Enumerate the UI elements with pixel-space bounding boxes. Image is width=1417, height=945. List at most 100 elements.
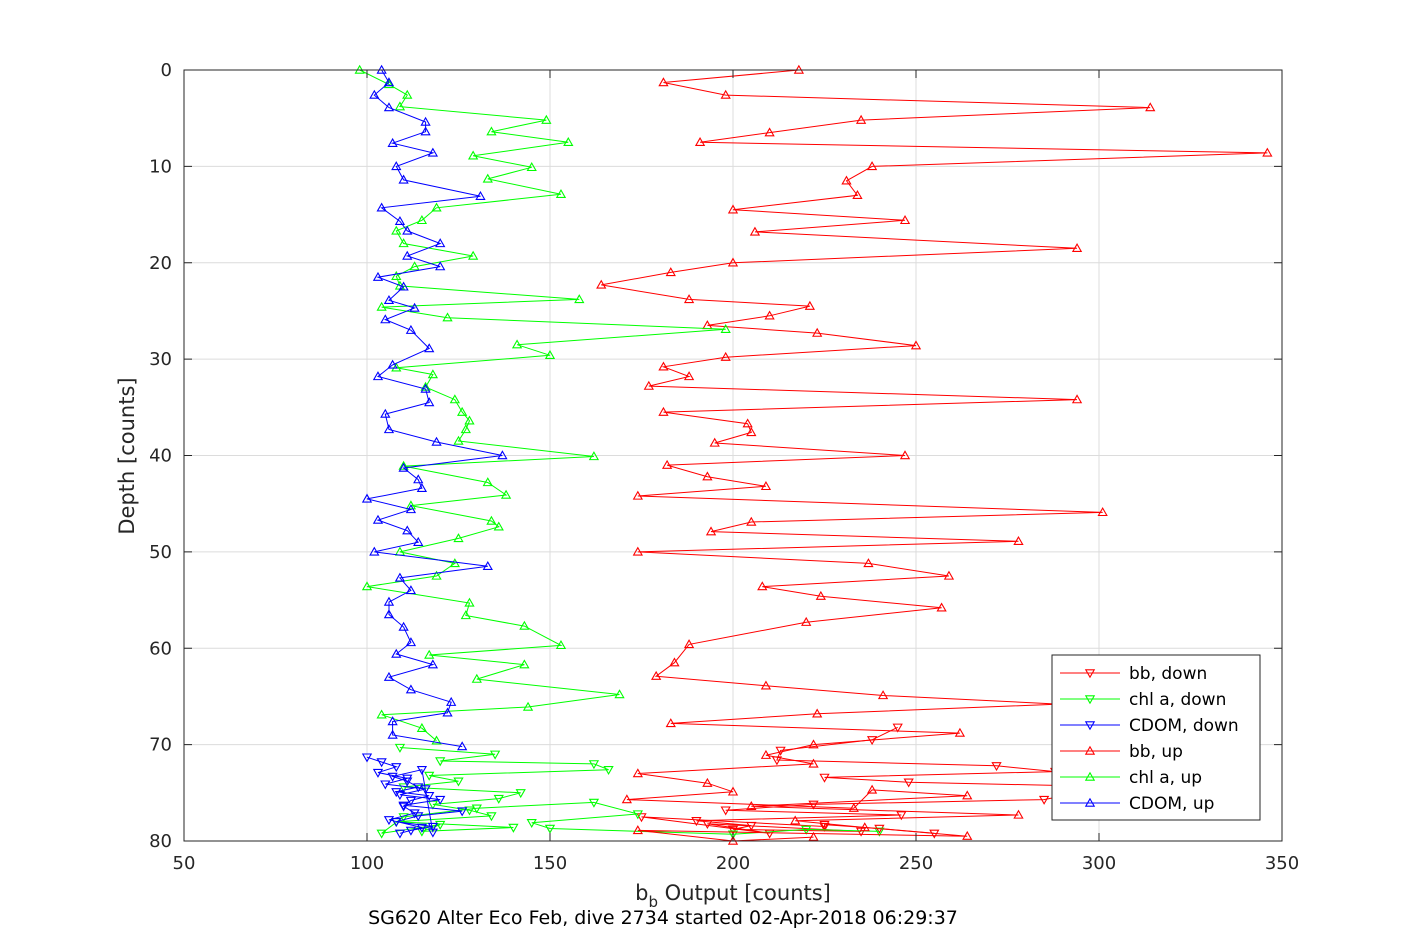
data-point-chl-a-up bbox=[574, 294, 585, 304]
data-point-chl-a-up bbox=[471, 673, 482, 683]
data-point-chl-a-down bbox=[874, 827, 885, 837]
data-point-bb-up bbox=[1145, 102, 1156, 112]
data-point-cdom-up bbox=[372, 514, 384, 524]
legend-swatch-marker bbox=[1084, 721, 1096, 731]
data-point-chl-a-down bbox=[493, 794, 504, 804]
data-point-chl-a-up bbox=[442, 312, 453, 322]
data-point-cdom-down bbox=[394, 791, 406, 801]
data-point-bb-up bbox=[764, 127, 775, 137]
series-layer bbox=[354, 64, 1273, 845]
data-point-cdom-up bbox=[387, 716, 398, 726]
data-point-cdom-up bbox=[402, 525, 413, 535]
data-point-cdom-up bbox=[405, 684, 417, 694]
data-point-chl-a-up bbox=[563, 136, 574, 146]
data-point-cdom-up bbox=[435, 238, 446, 248]
data-point-cdom-down bbox=[391, 818, 402, 828]
data-point-bb-up bbox=[841, 175, 852, 185]
data-point-chl-a-down bbox=[435, 757, 446, 767]
data-point-bb-up bbox=[815, 590, 826, 600]
data-point-cdom-down bbox=[435, 795, 446, 805]
data-point-bb-up bbox=[877, 690, 889, 700]
data-point-cdom-up bbox=[383, 77, 395, 87]
data-point-chl-a-down bbox=[489, 750, 501, 760]
data-point-cdom-up bbox=[387, 359, 398, 369]
data-point-bb-up bbox=[848, 802, 859, 812]
data-point-cdom-up bbox=[391, 161, 402, 171]
data-point-cdom-down bbox=[457, 807, 468, 817]
data-point-bb-up bbox=[1013, 809, 1024, 819]
data-point-bb-down bbox=[775, 746, 786, 756]
x-axis-label-rest: Output [counts] bbox=[658, 881, 831, 905]
data-point-chl-a-up bbox=[522, 701, 534, 711]
data-point-bb-up bbox=[1071, 394, 1083, 404]
data-point-cdom-down bbox=[402, 774, 413, 784]
data-point-bb-up bbox=[936, 602, 947, 612]
data-point-chl-a-down bbox=[424, 771, 435, 781]
data-point-bb-up bbox=[866, 161, 878, 171]
data-point-chl-a-down bbox=[398, 813, 409, 823]
legend-swatch-marker bbox=[1084, 745, 1096, 755]
data-point-bb-down bbox=[702, 819, 713, 829]
data-point-cdom-down bbox=[427, 828, 439, 838]
data-point-bb-down bbox=[636, 813, 647, 823]
data-point-bb-down bbox=[855, 827, 867, 837]
data-point-chl-a-up bbox=[486, 126, 497, 136]
legend-item-chl-a-down: chl a, down bbox=[1060, 690, 1226, 710]
data-point-cdom-up bbox=[420, 126, 431, 136]
data-point-cdom-down bbox=[405, 796, 417, 806]
data-point-cdom-up bbox=[405, 504, 417, 514]
data-point-bb-down bbox=[808, 800, 819, 810]
legend-item-bb-up: bb, up bbox=[1060, 742, 1183, 762]
data-point-bb-up bbox=[643, 380, 654, 390]
data-point-bb-up bbox=[661, 459, 673, 469]
data-point-bb-up bbox=[855, 114, 867, 124]
data-point-chl-a-up bbox=[398, 460, 409, 470]
data-point-cdom-up bbox=[361, 493, 373, 503]
data-point-bb-up bbox=[863, 558, 874, 568]
x-tick-label: 150 bbox=[533, 853, 567, 874]
data-point-cdom-down bbox=[402, 777, 413, 787]
legend-swatch-marker bbox=[1084, 695, 1096, 705]
data-point-chl-a-up bbox=[391, 270, 402, 280]
data-point-chl-a-up bbox=[460, 424, 471, 434]
data-point-cdom-up bbox=[372, 371, 384, 381]
chart-title: SG620 Alter Eco Feb, dive 2734 started 0… bbox=[368, 907, 958, 929]
legend-label: bb, up bbox=[1129, 742, 1183, 762]
series-line-bb-up bbox=[601, 69, 1268, 842]
data-point-cdom-up bbox=[424, 397, 435, 407]
y-tick-label: 60 bbox=[149, 638, 172, 659]
data-point-chl-a-up bbox=[493, 521, 504, 531]
data-point-chl-a-down bbox=[515, 789, 526, 799]
data-point-chl-a-down bbox=[398, 783, 409, 793]
data-point-bb-up bbox=[727, 204, 739, 214]
legend-label: chl a, down bbox=[1129, 690, 1226, 710]
data-point-bb-down bbox=[720, 806, 731, 816]
data-point-cdom-up bbox=[416, 482, 428, 492]
data-point-chl-a-up bbox=[467, 150, 479, 160]
data-point-cdom-up bbox=[431, 436, 442, 446]
data-point-chl-a-up bbox=[453, 533, 464, 543]
data-point-cdom-up bbox=[398, 621, 409, 631]
data-point-bb-up bbox=[943, 570, 955, 580]
y-tick-label: 10 bbox=[149, 156, 172, 177]
data-point-bb-down bbox=[896, 811, 907, 821]
x-tick-label: 350 bbox=[1265, 853, 1299, 874]
data-point-bb-up bbox=[808, 739, 819, 749]
data-point-cdom-down bbox=[405, 826, 417, 836]
y-tick-label: 30 bbox=[149, 349, 172, 370]
data-point-bb-up bbox=[910, 340, 922, 350]
data-point-cdom-up bbox=[394, 216, 406, 226]
data-point-bb-up bbox=[658, 77, 669, 87]
data-point-chl-a-up bbox=[588, 451, 600, 461]
data-point-cdom-up bbox=[394, 572, 406, 582]
data-point-cdom-up bbox=[383, 671, 395, 681]
data-point-chl-a-up bbox=[398, 238, 409, 248]
data-point-cdom-down bbox=[416, 823, 428, 833]
data-point-bb-up bbox=[793, 64, 805, 74]
data-point-chl-a-up bbox=[376, 709, 387, 719]
data-point-bb-down bbox=[903, 778, 914, 788]
data-point-cdom-down bbox=[398, 802, 409, 812]
data-point-chl-a-up bbox=[720, 323, 731, 333]
data-point-cdom-up bbox=[369, 546, 380, 556]
data-point-chl-a-down bbox=[544, 824, 556, 834]
